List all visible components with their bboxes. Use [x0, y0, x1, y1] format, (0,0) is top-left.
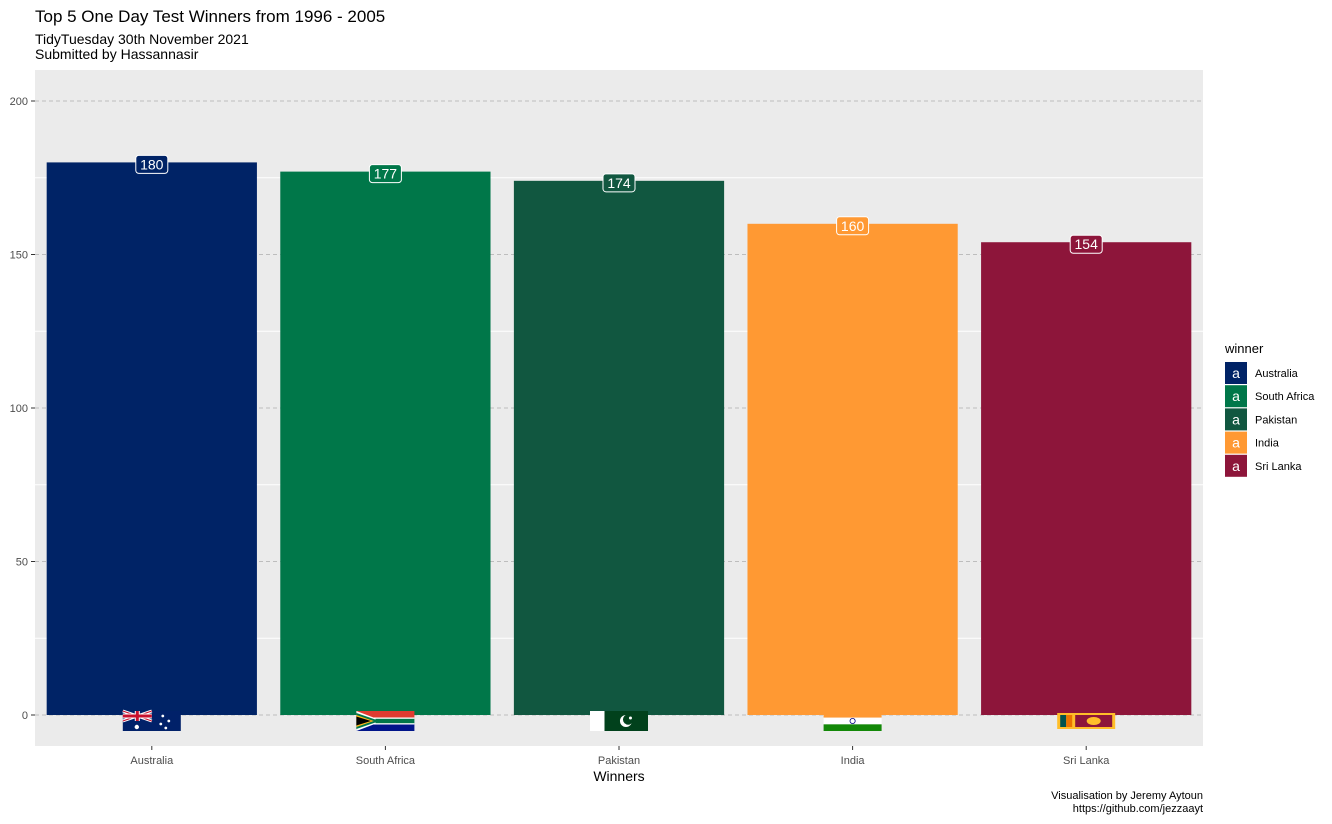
data-label-text: 160: [841, 218, 865, 234]
data-label: 154: [1069, 234, 1103, 254]
data-label-box: [836, 216, 870, 236]
y-tick-label: 150: [10, 250, 28, 262]
y-axis: 0 50 100 150 200: [10, 96, 35, 722]
subtitle-line: TidyTuesday 30th November 2021: [35, 31, 249, 47]
data-label-text: 154: [1075, 236, 1099, 252]
data-labels: 180 177 174 160 154: [135, 154, 1103, 254]
legend-key: [1225, 454, 1247, 477]
x-tick-label: South Africa: [356, 755, 416, 767]
data-label-text: 177: [374, 166, 398, 182]
y-tick-label: 0: [22, 710, 28, 722]
legend-key-glyph: a: [1232, 365, 1240, 381]
legend-key-glyph: a: [1232, 435, 1240, 451]
legend-entry: a Sri Lanka: [1225, 454, 1302, 477]
india-flag-icon: [823, 711, 882, 731]
caption-line: https://github.com/jezzaayt: [1072, 803, 1203, 815]
subtitle-line: Submitted by Hassannasir: [35, 46, 199, 62]
bar: [981, 242, 1192, 715]
x-axis: Australia South Africa Pakistan India Sri La…: [130, 746, 1110, 767]
y-tick-label: 50: [16, 557, 28, 569]
data-label-text: 180: [140, 156, 164, 172]
legend-key-glyph: a: [1232, 458, 1240, 474]
y-tick-label: 200: [10, 96, 28, 108]
legend-key: [1225, 362, 1247, 384]
legend-label: Australia: [1255, 368, 1299, 380]
data-label-box: [602, 173, 636, 193]
flags: [122, 709, 1116, 731]
bar: [747, 223, 958, 716]
data-label: 177: [368, 164, 402, 184]
data-label-box: [135, 154, 169, 174]
legend-entry: a South Africa: [1225, 385, 1315, 408]
data-label: 160: [836, 216, 870, 236]
legend-label: India: [1255, 438, 1280, 450]
bars: [46, 162, 1192, 716]
caption-line: Visualisation by Jeremy Aytoun: [1051, 790, 1203, 802]
legend-key-glyph: a: [1232, 388, 1240, 404]
legend-key-glyph: a: [1232, 411, 1240, 427]
legend-key: [1225, 385, 1247, 408]
data-label-box: [368, 164, 402, 184]
x-axis-title: Winners: [593, 768, 644, 784]
data-label: 180: [135, 154, 169, 174]
data-label-text: 174: [607, 175, 631, 191]
legend-label: Pakistan: [1255, 414, 1297, 426]
bar: [46, 162, 257, 715]
x-tick-label: Pakistan: [598, 755, 640, 767]
legend-title: winner: [1224, 341, 1264, 356]
legend-entry: a India: [1225, 431, 1280, 454]
data-label-box: [1069, 234, 1103, 254]
chart-title: Top 5 One Day Test Winners from 1996 - 2…: [35, 7, 386, 26]
x-tick-label: India: [841, 755, 866, 767]
pakistan-flag-icon: [590, 711, 648, 731]
chart-subtitle: TidyTuesday 30th November 2021 Submitted…: [35, 32, 249, 62]
legend-key: [1225, 431, 1247, 454]
south-africa-flag-icon: [356, 711, 415, 731]
sri-lanka-flag-icon: [1057, 713, 1116, 729]
legend-entry: a Australia: [1225, 362, 1299, 384]
legend-label: South Africa: [1255, 391, 1315, 403]
australia-flag-icon: [122, 709, 181, 731]
y-tick-label: 100: [10, 403, 28, 415]
caption: Visualisation by Jeremy Aytoun https://g…: [1051, 790, 1203, 816]
bar: [513, 180, 725, 715]
x-tick-label: Sri Lanka: [1063, 755, 1110, 767]
legend-entry: a Pakistan: [1225, 408, 1297, 431]
bar: [280, 171, 491, 716]
legend-key: [1225, 408, 1247, 431]
legend-label: Sri Lanka: [1255, 461, 1302, 473]
data-label: 174: [602, 173, 636, 193]
x-tick-label: Australia: [130, 755, 174, 767]
